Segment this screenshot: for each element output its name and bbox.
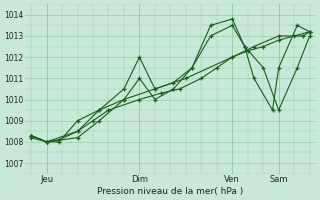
X-axis label: Pression niveau de la mer( hPa ): Pression niveau de la mer( hPa ) (97, 187, 244, 196)
